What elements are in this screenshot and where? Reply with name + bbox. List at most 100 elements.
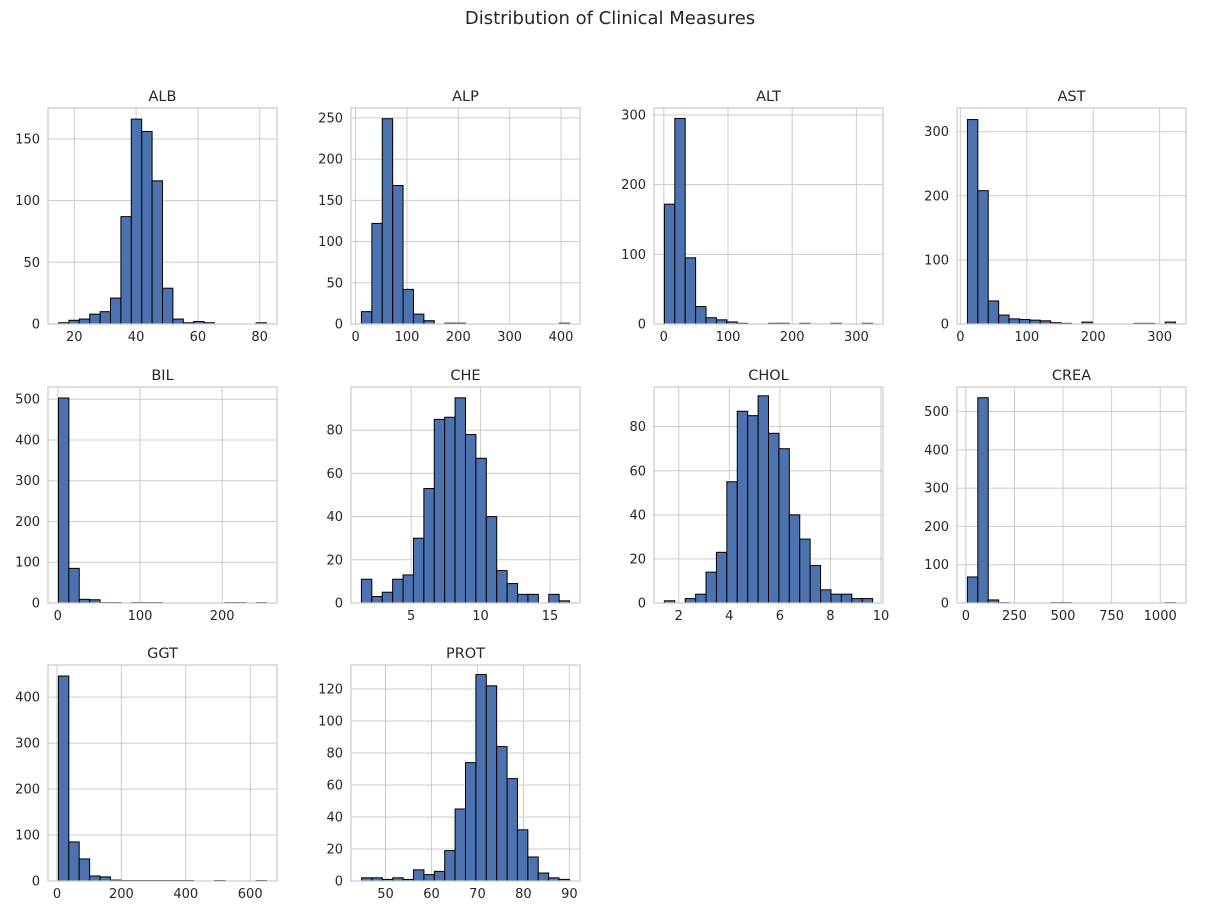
axes-frame [350,386,581,604]
axes-frame [47,664,278,882]
histogram-bar [151,180,163,325]
histogram-bar [1018,319,1031,325]
x-tick-label: 100 [128,609,153,624]
histogram-bar [715,551,728,604]
histogram-bar [757,395,769,604]
histogram-bar [423,488,435,604]
x-tick-label: 70 [469,887,486,902]
histogram-bar [381,591,394,604]
y-tick-label: 400 [924,443,949,458]
y-tick-label: 80 [326,424,343,439]
axes-frame [47,386,278,604]
histogram-bar [695,306,707,325]
y-tick-label: 200 [924,520,949,535]
histogram-bar [1008,318,1020,325]
y-tick-label: 400 [15,691,40,706]
histogram-bar [423,874,435,882]
histogram-bar [120,216,132,325]
panel-title: CREA [1052,368,1091,384]
histogram-bar [172,318,184,325]
histogram-bar [736,410,749,604]
histogram-bar [475,457,487,604]
histogram-bar [496,570,508,604]
histogram-bar [454,808,467,882]
histogram-bar [663,203,676,325]
figure-title: Distribution of Clinical Measures [465,8,755,29]
x-tick-label: 750 [1099,609,1124,624]
histogram-panel-alb: ALB 20 40 60 80 0 50 100 150 [15,89,278,345]
histogram-bar [966,576,979,604]
histogram-bar [966,119,979,325]
histogram-bar [977,397,989,604]
y-tick-label: 0 [941,597,949,612]
x-tick-label: 300 [844,330,869,345]
y-tick-label: 200 [15,515,40,530]
x-tick-label: 1000 [1144,609,1177,624]
histogram-bar [485,516,498,604]
histogram-bar [705,571,717,604]
histogram-panel-alt: ALT 0 100 200 300 0 100 200 300 [621,89,884,345]
histogram-bar [851,598,863,604]
y-tick-label: 50 [326,276,343,291]
histogram-bar [78,318,91,325]
y-tick-label: 0 [32,597,40,612]
histogram-bar [371,596,383,604]
panel-title: CHE [450,368,480,384]
y-tick-label: 60 [629,464,646,479]
x-tick-label: 80 [515,887,532,902]
y-tick-label: 100 [318,235,343,250]
y-tick-label: 200 [621,178,646,193]
histogram-bar [485,685,498,882]
x-tick-label: 20 [66,330,83,345]
y-tick-label: 100 [15,194,40,209]
histogram-bar [57,675,70,882]
histogram-bar [715,319,728,325]
histogram-bar [392,184,404,325]
histogram-bar [987,300,1000,325]
y-tick-label: 20 [326,843,343,858]
x-tick-label: 100 [395,330,420,345]
x-tick-label: 8 [826,609,834,624]
histogram-bar [516,829,529,882]
histogram-panel-crea: CREA 0 250 500 750 1000 0 100 200 300 400 500 [924,368,1187,624]
y-tick-label: 80 [629,420,646,435]
y-tick-label: 200 [924,189,949,204]
y-tick-label: 300 [621,108,646,123]
y-tick-label: 200 [15,783,40,798]
histogram-bar [496,746,508,882]
histogram-bar [788,514,801,604]
x-tick-label: 200 [446,330,471,345]
panel-title: BIL [151,368,173,384]
axes-frame [653,386,884,604]
histogram-bar [548,593,560,604]
x-tick-label: 400 [549,330,574,345]
y-tick-label: 300 [924,482,949,497]
y-tick-label: 20 [629,552,646,567]
histogram-bar [998,314,1010,325]
x-tick-label: 300 [497,330,522,345]
histogram-bar [465,434,477,604]
histogram-bar [726,481,738,604]
y-tick-label: 300 [15,737,40,752]
x-tick-label: 2 [675,609,683,624]
histogram-panel-ast: AST 0 100 200 300 0 100 200 300 [924,89,1187,345]
histogram-bar [778,448,790,604]
histogram-bar [141,130,153,325]
panel-title: PROT [446,646,485,662]
histogram-panel-chol: CHOL 2 4 6 8 10 0 20 40 60 80 [629,368,889,624]
histogram-bar [527,856,539,882]
histogram-bar [360,311,373,325]
y-tick-label: 20 [326,553,343,568]
y-tick-label: 120 [318,683,343,698]
x-tick-label: 0 [54,609,62,624]
axes-frame [47,107,278,325]
axes-frame [350,664,581,882]
x-tick-label: 500 [1051,609,1076,624]
y-tick-label: 40 [326,510,343,525]
y-tick-label: 500 [15,393,40,408]
x-tick-label: 250 [1002,609,1027,624]
histogram-bar [830,593,842,604]
y-tick-label: 100 [15,829,40,844]
